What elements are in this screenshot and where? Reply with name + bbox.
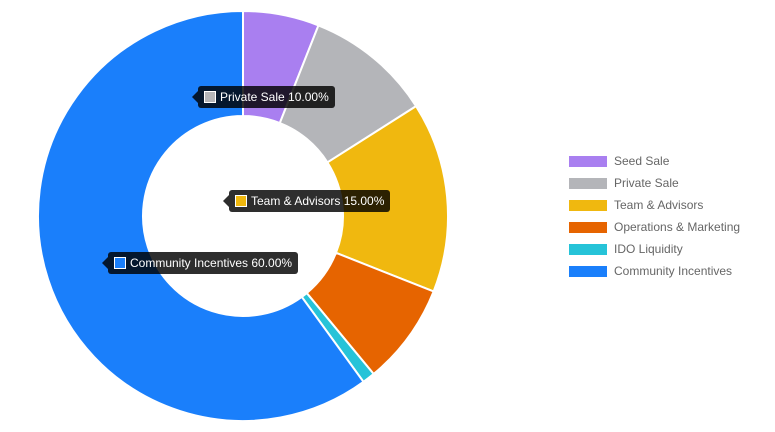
donut-chart-area: Private Sale 10.00% Team & Advisors 15.0… [37,9,449,422]
legend-label: Team & Advisors [614,198,704,212]
tooltip-private-sale: Private Sale 10.00% [192,86,335,108]
legend-swatch [569,177,607,189]
legend-item-seed-sale[interactable]: Seed Sale [569,150,740,172]
chart-legend: Seed Sale Private Sale Team & Advisors O… [569,150,740,282]
tooltip-label: Community Incentives 60.00% [130,256,293,270]
legend-swatch [569,199,607,211]
legend-label: Private Sale [614,176,679,190]
tooltip-swatch [114,257,126,269]
legend-swatch [569,265,607,277]
tooltip-label: Team & Advisors 15.00% [251,194,385,208]
tooltip-swatch [235,195,247,207]
legend-swatch [569,221,607,233]
legend-item-team-advisors[interactable]: Team & Advisors [569,194,740,216]
tooltip-swatch [204,91,216,103]
legend-item-ido-liquidity[interactable]: IDO Liquidity [569,238,740,260]
legend-item-operations-marketing[interactable]: Operations & Marketing [569,216,740,238]
tooltip-team-advisors: Team & Advisors 15.00% [222,190,391,212]
slice-community-incentives[interactable] [37,9,365,422]
legend-label: Community Incentives [614,264,733,278]
donut-chart [37,9,449,422]
legend-label: Operations & Marketing [614,220,741,234]
tooltip-community-incentives: Community Incentives 60.00% [101,252,299,274]
legend-label: IDO Liquidity [614,242,683,256]
tooltip-label: Private Sale 10.00% [220,90,329,104]
legend-item-community-incentives[interactable]: Community Incentives [569,260,740,282]
legend-item-private-sale[interactable]: Private Sale [569,172,740,194]
legend-label: Seed Sale [614,154,670,168]
legend-swatch [569,155,607,167]
legend-swatch [569,243,607,255]
